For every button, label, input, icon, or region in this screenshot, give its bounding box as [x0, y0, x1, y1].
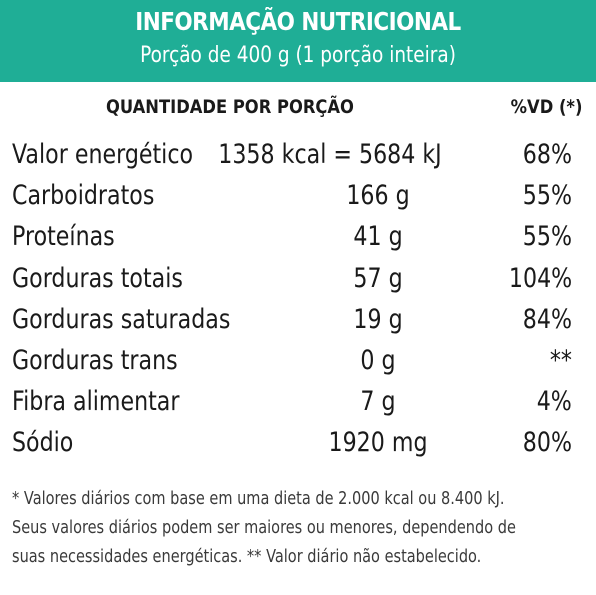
column-header-daily-value: %VD (*) — [510, 96, 582, 118]
nutrient-name: Fibra alimentar — [12, 386, 180, 418]
nutrient-amount: 57 g — [353, 262, 403, 294]
nutrient-name: Proteínas — [12, 221, 115, 253]
nutrient-daily-value: 80% — [522, 427, 572, 459]
nutrient-daily-value: 84% — [522, 303, 572, 335]
footnote-line: * Valores diários com base em uma dieta … — [12, 489, 505, 509]
table-row: Carboidratos 166 g 55% — [0, 176, 596, 217]
footnote-line: suas necessidades energéticas. ** Valor … — [12, 547, 482, 567]
nutrient-amount: 1358 kcal = 5684 kJ — [218, 139, 442, 170]
nutrient-daily-value: 4% — [536, 386, 572, 418]
nutrient-name: Valor energético — [12, 139, 194, 170]
nutrient-daily-value: 55% — [522, 221, 572, 253]
column-header-quantity: QUANTIDADE POR PORÇÃO — [106, 96, 354, 118]
nutrient-daily-value: ** — [549, 344, 572, 376]
footnote-line: Seus valores diários podem ser maiores o… — [12, 518, 516, 538]
nutrient-amount: 1920 mg — [328, 427, 428, 459]
serving-size: Porção de 400 g (1 porção inteira) — [140, 43, 456, 68]
nutrient-name: Gorduras saturadas — [12, 303, 231, 335]
table-row: Fibra alimentar 7 g 4% — [0, 382, 596, 423]
nutrient-amount: 7 g — [360, 386, 396, 418]
nutrition-header: INFORMAÇÃO NUTRICIONAL Porção de 400 g (… — [0, 0, 596, 82]
footnote: * Valores diários com base em uma dieta … — [12, 485, 584, 572]
table-row: Gorduras saturadas 19 g 84% — [0, 300, 596, 341]
nutrient-amount: 19 g — [353, 303, 403, 335]
table-row: Gorduras totais 57 g 104% — [0, 259, 596, 300]
nutrient-amount: 166 g — [346, 180, 410, 212]
table-header: QUANTIDADE POR PORÇÃO %VD (*) — [0, 92, 596, 128]
nutrition-table: Valor energético 1358 kcal = 5684 kJ 68%… — [0, 135, 596, 465]
nutrient-name: Gorduras totais — [12, 262, 183, 294]
nutrient-name: Gorduras trans — [12, 344, 178, 376]
table-row: Gorduras trans 0 g ** — [0, 341, 596, 382]
nutrient-daily-value: 55% — [522, 180, 572, 212]
table-row: Proteínas 41 g 55% — [0, 217, 596, 258]
nutrient-amount: 0 g — [360, 344, 396, 376]
table-row: Sódio 1920 mg 80% — [0, 423, 596, 464]
nutrient-daily-value: 104% — [508, 262, 572, 294]
page-title: INFORMAÇÃO NUTRICIONAL — [135, 7, 461, 36]
nutrient-amount: 41 g — [353, 221, 403, 253]
table-row: Valor energético 1358 kcal = 5684 kJ 68% — [0, 135, 596, 176]
nutrient-name: Sódio — [12, 427, 74, 459]
nutrient-daily-value: 68% — [522, 139, 572, 170]
nutrient-name: Carboidratos — [12, 180, 155, 212]
